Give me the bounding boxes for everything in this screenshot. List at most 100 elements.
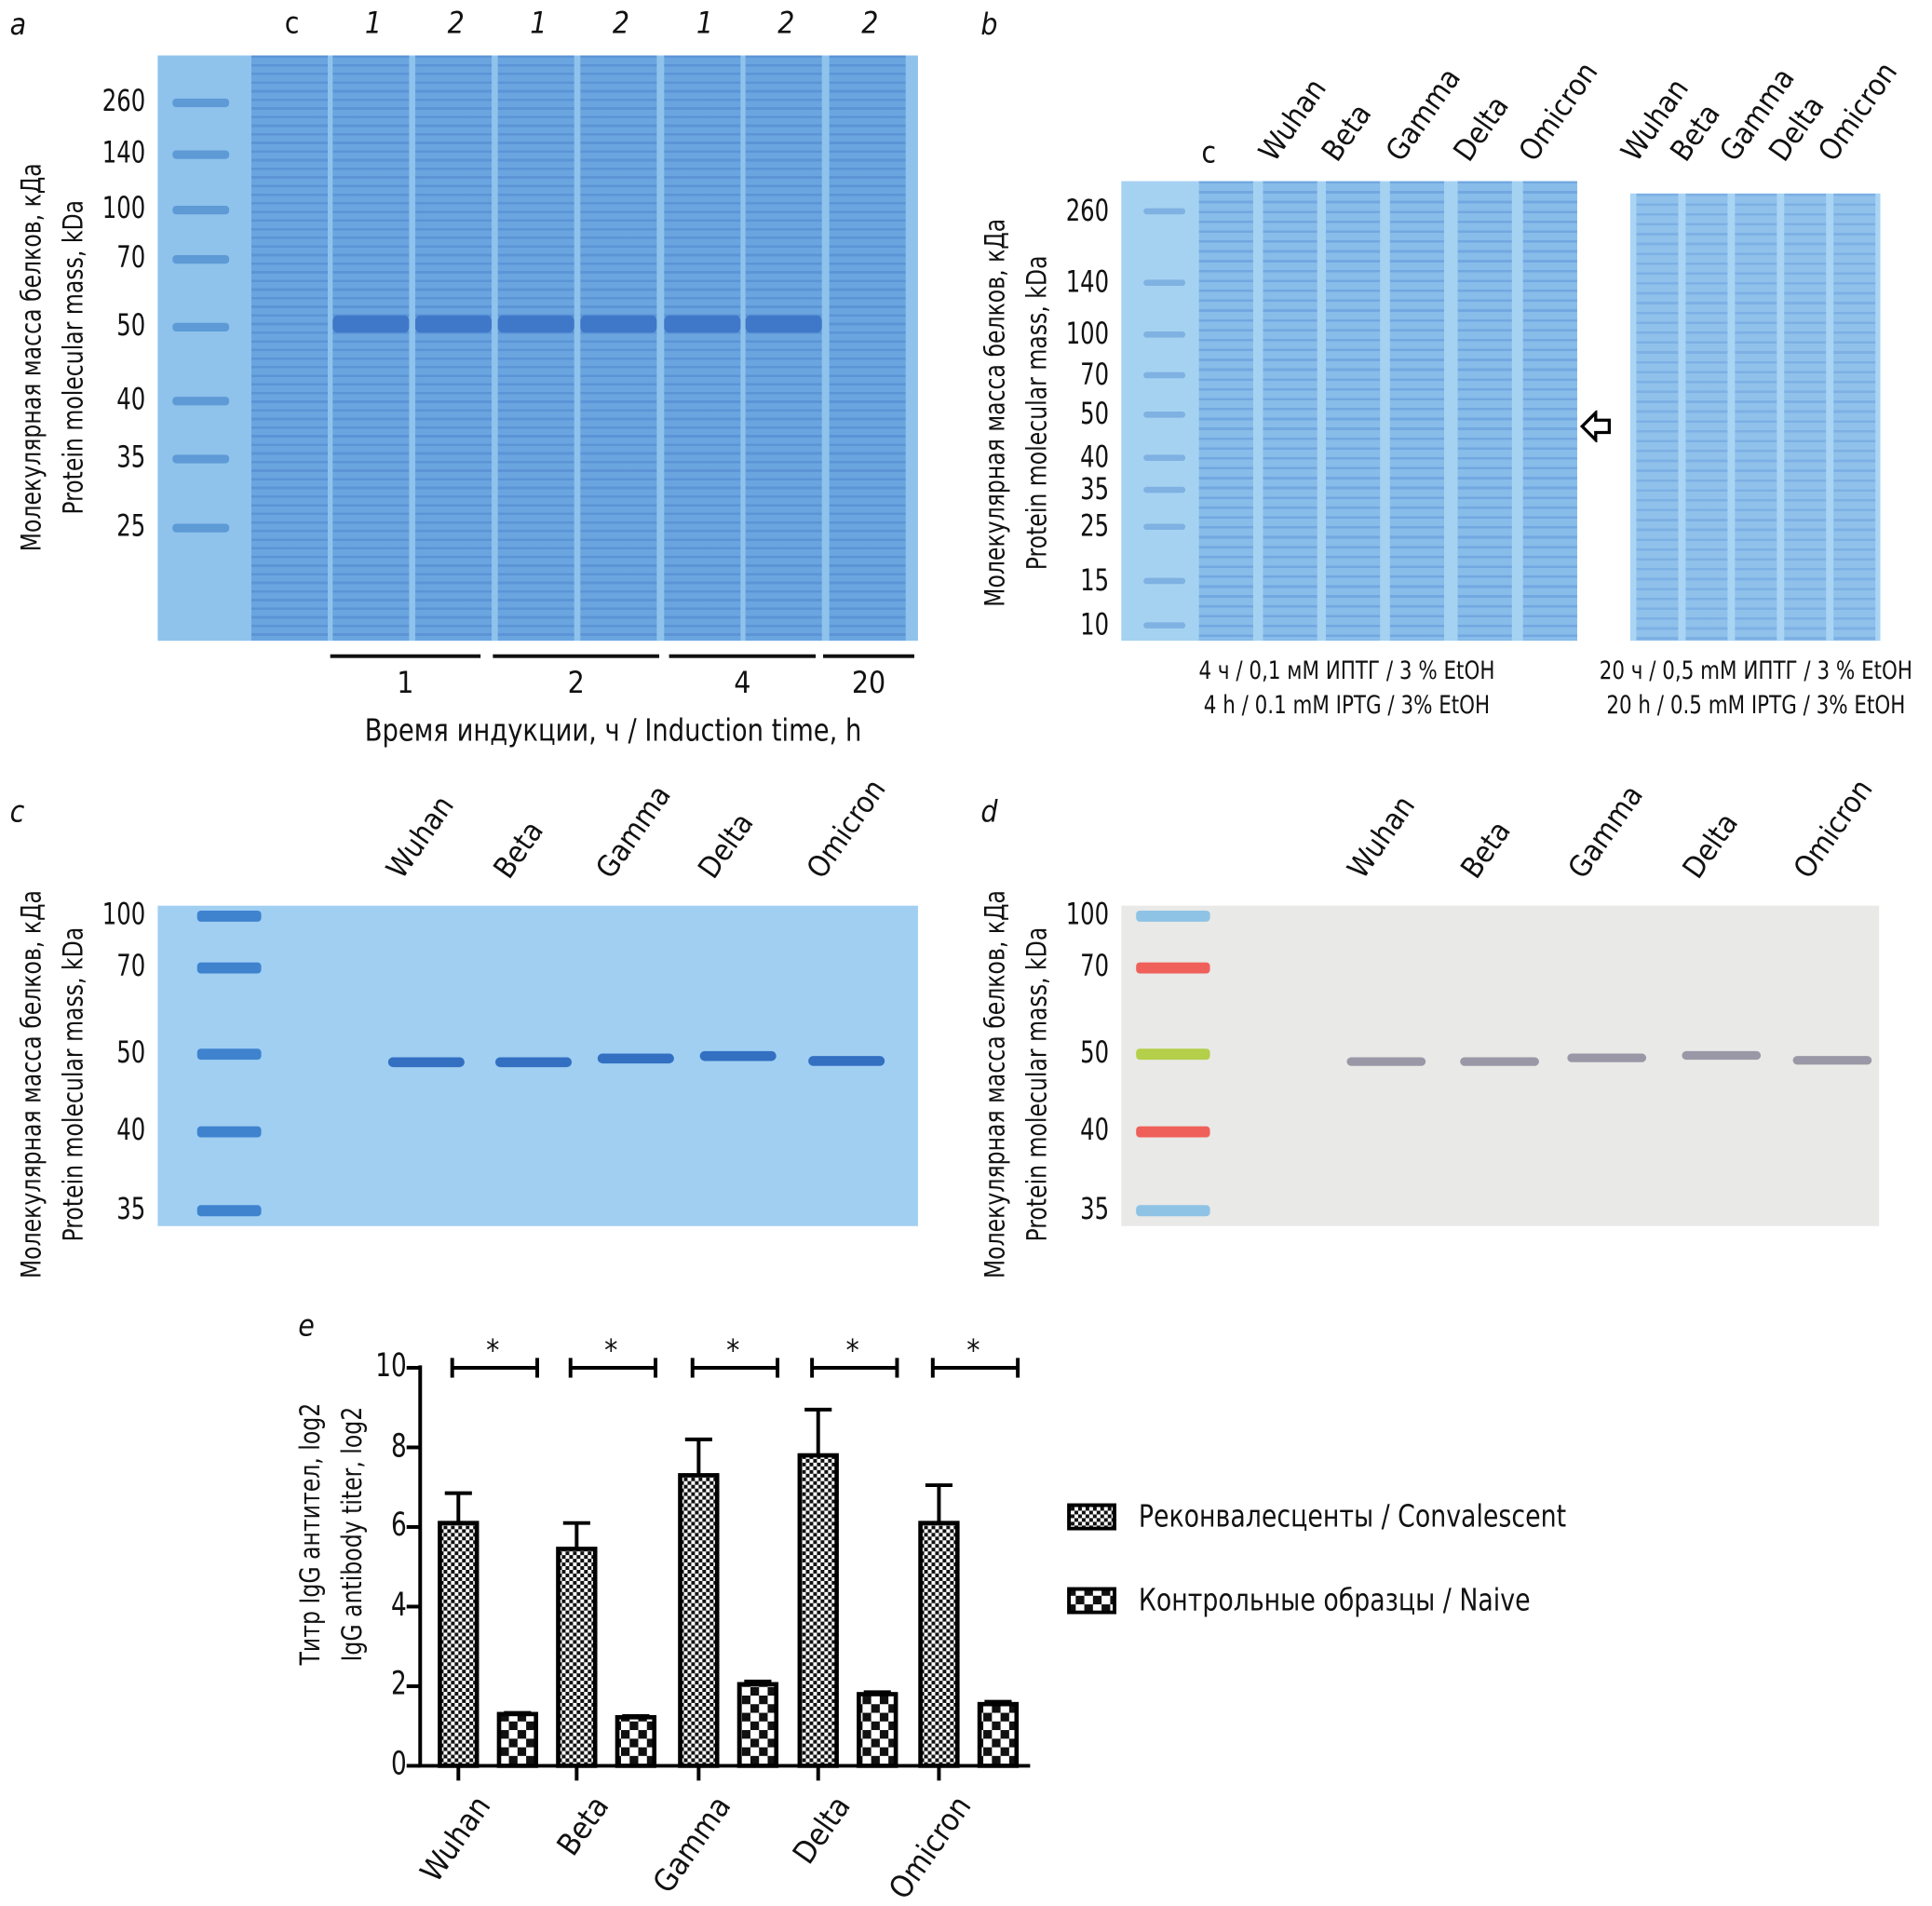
y-tick-label: 6 bbox=[390, 1507, 407, 1545]
marker-label: 40 bbox=[116, 1113, 146, 1148]
protein-band-50kda bbox=[414, 315, 493, 333]
protein-band bbox=[1567, 1053, 1647, 1062]
marker-label: 40 bbox=[1080, 1113, 1110, 1148]
lane-label: Gamma bbox=[588, 778, 678, 885]
induction-time-title: Время индукции, ч / Induction time, h bbox=[364, 711, 862, 749]
protein-band-50kda bbox=[580, 315, 657, 333]
protein-band bbox=[1682, 1050, 1762, 1061]
y-tick-label: 8 bbox=[390, 1427, 407, 1465]
gel-lane bbox=[1685, 193, 1728, 642]
gel-lane bbox=[250, 55, 329, 642]
marker-label: 70 bbox=[116, 240, 146, 276]
lane-label: 1 bbox=[530, 6, 547, 41]
panel-label-b: b bbox=[980, 7, 998, 42]
lane-label: Delta bbox=[1446, 89, 1516, 168]
lane-label: Gamma bbox=[1560, 778, 1650, 885]
arrow-left-outline-icon bbox=[1579, 410, 1612, 443]
y-title-ru: Молекулярная масса белков, кДа bbox=[980, 218, 1012, 607]
lane-label: 2 bbox=[861, 6, 879, 41]
legend-item-convalescent: Реконвалесценты / Convalescent bbox=[1067, 1498, 1614, 1534]
marker-label: 260 bbox=[1065, 193, 1110, 228]
marker-label: 140 bbox=[1065, 264, 1110, 300]
marker-label: 35 bbox=[1080, 1191, 1110, 1226]
protein-band-50kda bbox=[664, 315, 741, 333]
gel-lane bbox=[664, 55, 741, 642]
marker-band bbox=[1136, 910, 1210, 922]
marker-label: 260 bbox=[101, 83, 146, 119]
marker-band bbox=[1136, 1205, 1210, 1217]
panel-label-e: e bbox=[298, 1308, 315, 1344]
lane-label: Wuhan bbox=[1340, 789, 1423, 885]
gel-lane bbox=[1263, 181, 1317, 642]
marker-band bbox=[172, 150, 230, 159]
group-label: 4 bbox=[734, 665, 751, 700]
group-underline bbox=[669, 654, 817, 658]
significance-star: * bbox=[966, 1332, 980, 1368]
legend-swatch-coarse-checker bbox=[1067, 1586, 1117, 1614]
gel-lane bbox=[332, 55, 410, 642]
y-tick-label: 4 bbox=[390, 1587, 407, 1624]
gel-lane bbox=[580, 55, 657, 642]
protein-band bbox=[597, 1053, 674, 1064]
marker-band bbox=[172, 454, 230, 464]
marker-label: 100 bbox=[101, 191, 146, 226]
marker-label: 10 bbox=[1080, 607, 1110, 642]
marker-label: 15 bbox=[1080, 562, 1110, 598]
marker-band bbox=[1143, 331, 1186, 338]
marker-label: 50 bbox=[116, 307, 146, 343]
marker-label: 35 bbox=[1080, 471, 1110, 507]
lane-label: 2 bbox=[447, 6, 465, 41]
marker-label: 70 bbox=[1080, 949, 1110, 984]
lane-label: Beta bbox=[1315, 97, 1379, 168]
gel-lane bbox=[1735, 193, 1777, 642]
significance-star: * bbox=[845, 1332, 859, 1368]
legend-label: Реконвалесценты / Convalescent bbox=[1138, 1498, 1567, 1534]
marker-band bbox=[172, 322, 230, 331]
y-tick-label: 2 bbox=[390, 1666, 407, 1704]
group-label: 20 bbox=[851, 665, 886, 700]
significance-star: * bbox=[726, 1332, 740, 1368]
marker-band bbox=[1143, 486, 1186, 493]
lane-label: Delta bbox=[691, 806, 761, 885]
marker-band bbox=[172, 397, 230, 406]
caption-b-left-ru: 4 ч / 0,1 мМ ИПТГ / 3 % EtOH bbox=[1198, 656, 1495, 685]
marker-band bbox=[1143, 454, 1186, 461]
marker-band bbox=[1143, 523, 1186, 531]
gel-lane bbox=[1833, 193, 1876, 642]
protein-band bbox=[1346, 1057, 1426, 1066]
marker-label: 35 bbox=[116, 439, 146, 475]
lane-label: Beta bbox=[486, 814, 550, 885]
protein-band-50kda bbox=[497, 315, 574, 333]
lane-label: Delta bbox=[1675, 806, 1745, 885]
marker-band bbox=[172, 254, 230, 264]
gel-lane bbox=[414, 55, 493, 642]
bar-naive-beta bbox=[615, 1714, 657, 1768]
marker-label: 100 bbox=[1065, 897, 1110, 932]
gel-lane bbox=[745, 55, 822, 642]
bar-convalescent-wuhan bbox=[438, 1521, 480, 1768]
significance-star: * bbox=[604, 1332, 618, 1368]
group-label: 1 bbox=[397, 665, 414, 700]
bar-convalescent-delta bbox=[797, 1453, 839, 1768]
gel-lane bbox=[497, 55, 574, 642]
bar-naive-omicron bbox=[977, 1701, 1020, 1768]
marker-label: 140 bbox=[101, 135, 146, 170]
bar-convalescent-beta bbox=[556, 1547, 598, 1768]
caption-b-right-ru: 20 ч / 0,5 mM ИПТГ / 3 % EtOH bbox=[1599, 656, 1912, 685]
marker-label: 25 bbox=[1080, 508, 1110, 544]
bar-naive-delta bbox=[857, 1692, 898, 1768]
y-title-ru: Молекулярная масса белков, кДа bbox=[17, 163, 48, 552]
marker-band bbox=[196, 1048, 262, 1061]
legend-item-naive: Контрольные образцы / Naive bbox=[1067, 1582, 1574, 1618]
marker-band bbox=[1136, 1126, 1210, 1138]
lane-label: Omicron bbox=[1787, 773, 1880, 885]
marker-band bbox=[1136, 962, 1210, 974]
lane-label: 1 bbox=[696, 6, 714, 41]
group-underline bbox=[823, 654, 914, 658]
lane-label: Wuhan bbox=[1251, 72, 1333, 168]
protein-band bbox=[387, 1057, 465, 1068]
bar-naive-gamma bbox=[736, 1682, 779, 1768]
bar-naive-wuhan bbox=[496, 1711, 538, 1768]
lane-label: Omicron bbox=[799, 773, 893, 885]
